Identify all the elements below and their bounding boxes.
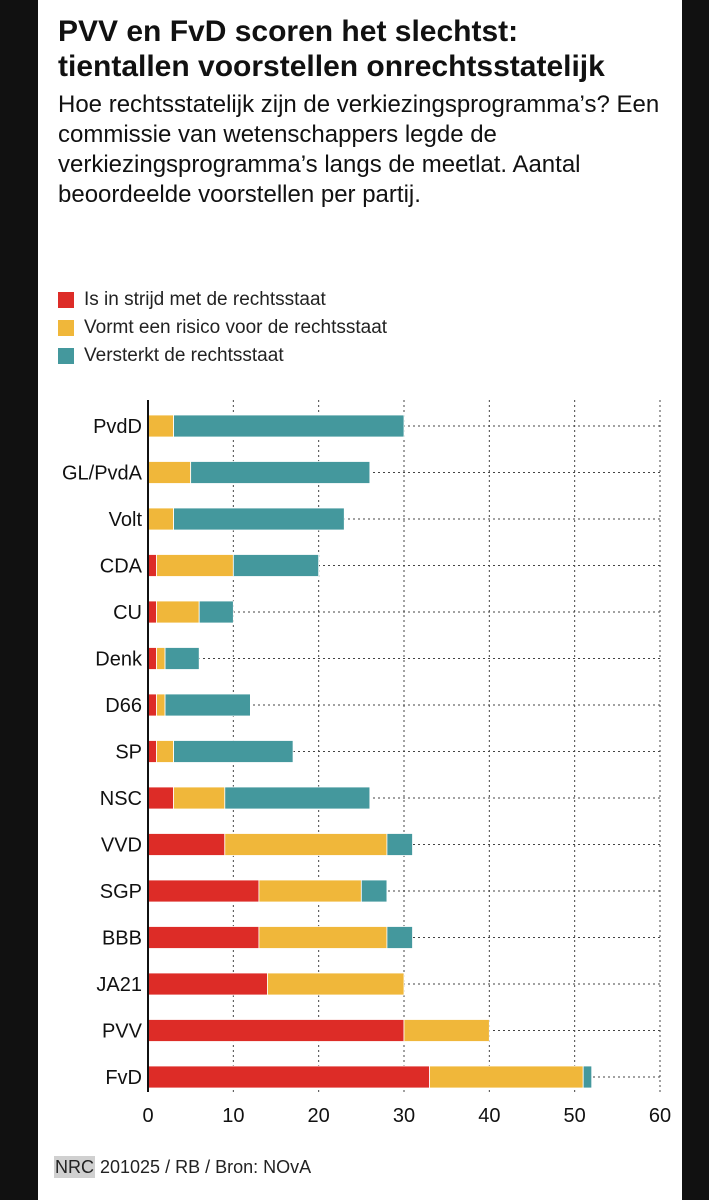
bar-VVD-series-2 [386, 833, 413, 856]
bar-PvdD-series-1 [147, 414, 175, 438]
legend-label-strijd: Is in strijd met de rechtsstaat [84, 289, 326, 310]
chart-title: PVV en FvD scoren het slechtst: tientall… [58, 14, 678, 84]
bar-Volt-series-2 [173, 507, 345, 531]
legend-swatch-teal [58, 348, 74, 364]
bar-CU-series-2 [198, 600, 234, 624]
category-label: GL/PvdA [62, 463, 143, 485]
legend-label-risico: Vormt een risico voor de rechtsstaat [84, 317, 388, 338]
legend-item-strijd: Is in strijd met de rechtsstaat [58, 286, 658, 314]
category-label: PVV [102, 1021, 143, 1043]
bar-JA21-series-0 [147, 972, 268, 996]
bar-Denk-series-0 [147, 647, 157, 670]
bar-Denk-series-1 [156, 647, 166, 670]
x-tick-label: 40 [478, 1105, 500, 1127]
x-tick-label: 60 [649, 1105, 671, 1127]
legend: Is in strijd met de rechtsstaat Vormt ee… [58, 286, 658, 370]
title-line-2: tientallen voorstellen onrechtsstatelijk [58, 50, 605, 83]
bar-CDA-series-2 [232, 554, 320, 577]
category-label: SGP [100, 881, 142, 903]
bar-GL/PvdA-series-1 [147, 461, 192, 484]
bar-NSC-series-2 [224, 786, 371, 810]
bar-Denk-series-2 [164, 647, 200, 670]
bar-BBB-series-0 [147, 926, 260, 949]
bar-PvdD-series-2 [173, 414, 405, 438]
bar-D66-series-1 [156, 693, 166, 717]
category-label: JA21 [96, 974, 142, 996]
x-tick-label: 20 [308, 1105, 330, 1127]
bar-GL/PvdA-series-2 [190, 461, 371, 484]
category-label: CU [113, 602, 142, 624]
bar-SGP-series-2 [360, 879, 388, 903]
bar-VVD-series-0 [147, 833, 226, 856]
bar-JA21-series-1 [267, 972, 405, 996]
category-label: CDA [100, 556, 143, 578]
category-label: FvD [105, 1067, 142, 1089]
x-tick-label: 30 [393, 1105, 415, 1127]
bar-CU-series-1 [156, 600, 200, 624]
x-tick-label: 50 [564, 1105, 586, 1127]
footer-credit: NRC 201025 / RB / Bron: NOvA [54, 1156, 312, 1178]
bar-SGP-series-1 [258, 879, 362, 903]
bar-CDA-series-0 [147, 554, 157, 577]
bar-SP-series-1 [156, 740, 174, 763]
category-label: VVD [101, 835, 142, 857]
bar-BBB-series-2 [386, 926, 413, 949]
bar-SP-series-2 [173, 740, 294, 763]
bar-CU-series-0 [147, 600, 157, 624]
footer-source: 201025 / RB / Bron: NOvA [95, 1157, 312, 1177]
x-tick-label: 0 [142, 1105, 153, 1127]
bar-CDA-series-1 [156, 554, 234, 577]
bar-FvD-series-2 [582, 1065, 593, 1089]
footer-brand: NRC [54, 1156, 95, 1178]
bar-NSC-series-1 [173, 786, 226, 810]
category-label: Volt [109, 509, 143, 531]
category-label: NSC [100, 788, 142, 810]
bar-SP-series-0 [147, 740, 157, 763]
legend-label-versterkt: Versterkt de rechtsstaat [84, 345, 284, 366]
legend-swatch-yellow [58, 320, 74, 336]
category-label: D66 [105, 695, 142, 717]
bar-NSC-series-0 [147, 786, 175, 810]
bar-FvD-series-0 [147, 1065, 431, 1089]
chart-card: PVV en FvD scoren het slechtst: tientall… [38, 0, 682, 1200]
legend-swatch-red [58, 292, 74, 308]
category-label: BBB [102, 928, 142, 950]
bar-FvD-series-1 [429, 1065, 584, 1089]
bar-VVD-series-1 [224, 833, 388, 856]
bar-SGP-series-0 [147, 879, 260, 903]
category-label: Denk [95, 649, 143, 671]
chart-subtitle: Hoe rechtsstatelijk zijn de verkiezingsp… [58, 91, 660, 208]
stacked-bar-chart: PvdD GL/PvdA Volt CDA CU Denk D66 SP NSC VVD SGP BB… [62, 400, 671, 1127]
bar-D66-series-2 [164, 693, 251, 717]
bar-BBB-series-1 [258, 926, 388, 949]
legend-item-risico: Vormt een risico voor de rechtsstaat [58, 314, 658, 342]
bar-PVV-series-0 [147, 1019, 405, 1042]
category-label: PvdD [93, 416, 142, 438]
title-line-1: PVV en FvD scoren het slechtst: [58, 15, 519, 48]
legend-item-versterkt: Versterkt de rechtsstaat [58, 342, 658, 370]
bar-D66-series-0 [147, 693, 157, 717]
bar-PVV-series-1 [403, 1019, 490, 1042]
bar-Volt-series-1 [147, 507, 175, 531]
x-tick-label: 10 [222, 1105, 244, 1127]
category-label: SP [115, 742, 142, 764]
